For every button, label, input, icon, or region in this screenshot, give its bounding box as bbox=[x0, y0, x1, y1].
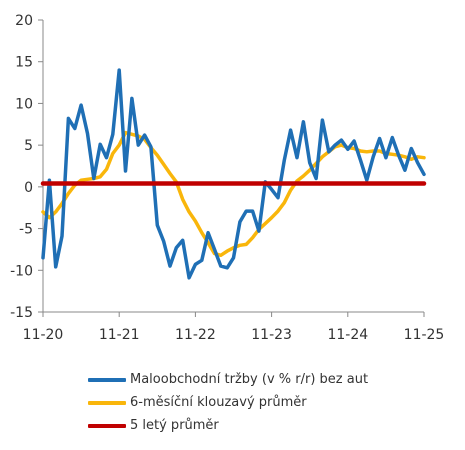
x-tick-label: 11-23 bbox=[251, 327, 292, 343]
y-tick-label: 15 bbox=[15, 55, 33, 71]
x-tick-label: 11-22 bbox=[175, 327, 216, 343]
y-tick-label: 0 bbox=[24, 180, 33, 196]
legend-swatch-moving-average bbox=[88, 400, 126, 405]
series-line-retail-sales bbox=[41, 68, 426, 280]
legend-label-moving-average: 6-měsíční klouzavý průměr bbox=[130, 395, 307, 410]
legend-swatch-retail-sales bbox=[88, 377, 126, 382]
chart-axes bbox=[38, 19, 425, 317]
legend-item-moving-average: 6-měsíční klouzavý průměr bbox=[88, 391, 368, 414]
line-chart: -15 -10 -5 0 5 10 15 20 11-20 11-21 11-22 11-23 11-2… bbox=[10, 13, 444, 343]
series-layer bbox=[40, 68, 427, 280]
series-line-moving-average bbox=[41, 130, 426, 258]
y-tick-label: 10 bbox=[15, 96, 33, 112]
legend-item-five-year-average: 5 letý průměr bbox=[88, 414, 368, 437]
legend-item-retail-sales: Maloobchodní tržby (v % r/r) bez aut bbox=[88, 368, 368, 391]
legend-swatch-five-year-average bbox=[88, 423, 126, 428]
x-tick-label: 11-21 bbox=[99, 327, 140, 343]
x-tick-label: 11-20 bbox=[23, 327, 64, 343]
x-tick-label: 11-25 bbox=[404, 327, 445, 343]
legend: Maloobchodní tržby (v % r/r) bez aut 6-m… bbox=[88, 368, 368, 437]
y-tick-label: -5 bbox=[19, 222, 33, 238]
y-tick-label: -15 bbox=[10, 305, 33, 321]
y-tick-label: 20 bbox=[15, 13, 33, 29]
x-tick-label: 11-24 bbox=[327, 327, 368, 343]
legend-label-retail-sales: Maloobchodní tržby (v % r/r) bez aut bbox=[130, 372, 369, 387]
tick-labels: -15 -10 -5 0 5 10 15 20 11-20 11-21 11-22 11-23 11-2… bbox=[10, 13, 444, 343]
y-tick-label: -10 bbox=[10, 263, 33, 279]
y-tick-label: 5 bbox=[24, 138, 33, 154]
legend-label-five-year-average: 5 letý průměr bbox=[130, 418, 219, 433]
